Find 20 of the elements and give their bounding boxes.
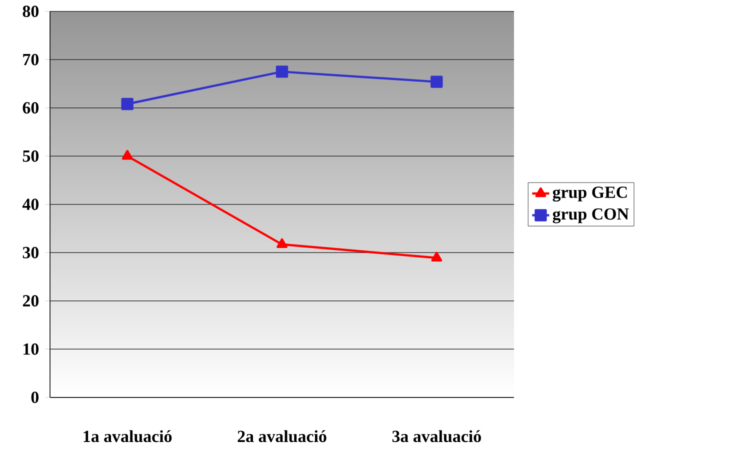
y-tick-label: 70 xyxy=(23,54,39,66)
y-tick-label: 10 xyxy=(24,343,39,355)
point xyxy=(431,252,442,262)
point xyxy=(121,98,134,110)
point xyxy=(122,150,133,160)
x-tick-label: 1a avaluació xyxy=(84,430,172,442)
legend-label: grup CON xyxy=(552,208,629,224)
y-tick-label: 80 xyxy=(22,5,39,17)
y-tick-label: 60 xyxy=(22,102,39,114)
y-tick-label: 40 xyxy=(22,198,39,210)
legend-label: grup GEC xyxy=(552,186,627,202)
y-tick-label: 50 xyxy=(22,150,39,162)
y-tick-label: 20 xyxy=(22,294,39,306)
y-tick-label: 0 xyxy=(31,391,39,403)
point xyxy=(276,238,288,248)
point xyxy=(430,76,443,88)
point xyxy=(276,65,288,78)
x-tick-label: 2a avaluació xyxy=(238,430,326,442)
y-tick-label: 30 xyxy=(22,246,39,258)
x-tick-label: 3a avaluació xyxy=(392,430,481,442)
